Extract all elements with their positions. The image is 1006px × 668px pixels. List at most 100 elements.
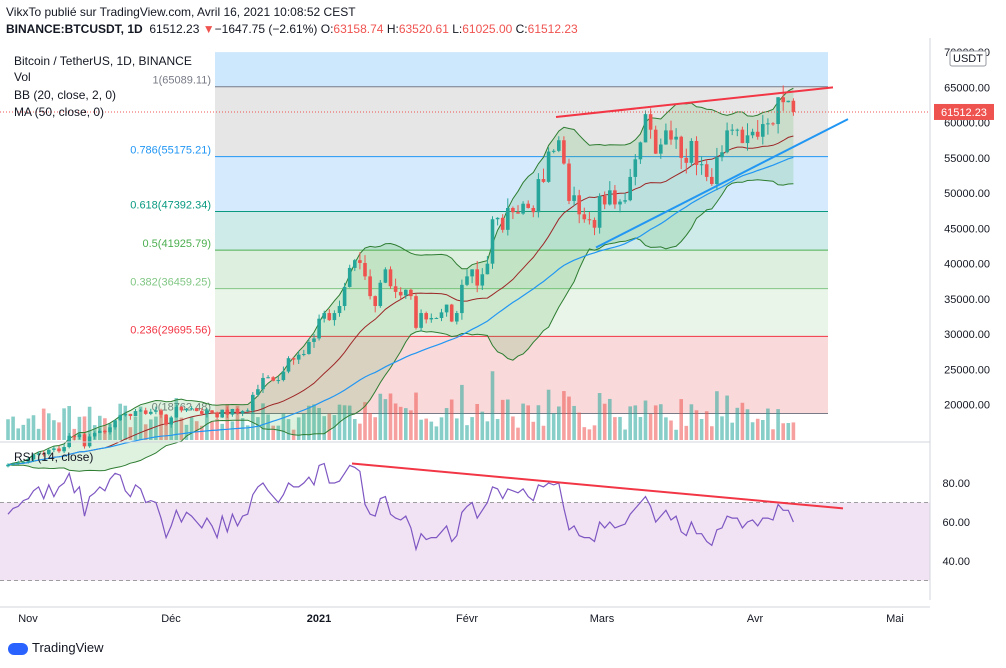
volume-bar — [704, 411, 709, 440]
candle-body — [398, 291, 403, 296]
volume-bar — [551, 413, 556, 440]
volume-bar — [633, 405, 638, 440]
rsi-divergence-line[interactable] — [351, 462, 844, 510]
candle — [669, 120, 673, 145]
candle-body — [337, 306, 342, 314]
price-change: −1647.75 (−2.61%) — [214, 22, 318, 36]
candle — [16, 460, 20, 465]
candle-body — [26, 459, 31, 462]
candle — [149, 408, 153, 416]
candle — [271, 376, 275, 382]
volume-bar — [745, 409, 750, 440]
fib-retracement[interactable]: 1(65089.11) 0.786(55175.21) 0.618(47392.34… — [130, 52, 828, 414]
high-value: 63520.61 — [398, 22, 449, 36]
volume-bar — [460, 384, 464, 440]
candle-body — [98, 430, 102, 433]
brand-name: TradingView — [32, 640, 104, 655]
candle — [414, 293, 418, 330]
candle — [154, 406, 158, 415]
volume-bar — [6, 419, 10, 440]
open-label: O: — [320, 22, 334, 36]
price-tick: 50000.00 — [944, 188, 990, 200]
candle-body — [618, 201, 622, 205]
candle-body — [791, 100, 796, 112]
candle-body — [638, 142, 643, 160]
candle — [526, 200, 530, 209]
candle-body — [317, 318, 321, 339]
volume-bar — [72, 428, 77, 440]
candle-body — [429, 317, 434, 320]
bb-fill — [8, 88, 794, 472]
tradingview-logo[interactable]: TradingView — [8, 640, 104, 655]
volume-bar — [597, 393, 602, 440]
volume-bar — [470, 417, 474, 440]
candle-body — [373, 296, 377, 306]
volume-bar — [776, 409, 780, 440]
rsi-pane — [0, 462, 930, 581]
volume-bar — [317, 407, 321, 440]
time-tick: Mai — [886, 613, 904, 625]
candle — [159, 408, 163, 418]
candle — [470, 269, 474, 284]
candle — [551, 149, 556, 154]
candle-body — [419, 313, 423, 328]
legend-title: Bitcoin / TetherUS, 1D, BINANCE — [14, 54, 192, 68]
candle — [602, 191, 607, 210]
support-trendline[interactable] — [595, 118, 849, 249]
time-tick: Avr — [747, 613, 764, 625]
volume-bar — [506, 399, 510, 440]
currency-badge[interactable]: USDT — [949, 50, 987, 67]
rsi-line — [7, 462, 794, 552]
candle — [347, 264, 352, 288]
volume-bar — [516, 427, 520, 440]
candle — [771, 122, 775, 126]
volume-bar — [536, 405, 541, 440]
candle-body — [490, 219, 495, 264]
candle-body — [77, 434, 82, 438]
candle — [449, 303, 454, 323]
candle — [164, 413, 168, 426]
candle — [138, 408, 143, 412]
candle-body — [495, 217, 500, 220]
candle-body — [271, 377, 275, 381]
volume-bars — [6, 371, 796, 440]
candle-body — [189, 408, 194, 410]
candle-body — [62, 447, 66, 452]
volume-bar — [669, 420, 673, 440]
candle-body — [154, 410, 158, 412]
candle — [755, 120, 760, 140]
candle-body — [623, 200, 627, 202]
candle-body — [628, 176, 632, 201]
candle — [210, 409, 214, 415]
volume-bar — [67, 406, 71, 440]
volume-bar — [327, 413, 332, 440]
time-tick: Févr — [456, 613, 478, 625]
candle — [388, 266, 393, 289]
candle — [302, 349, 306, 357]
volume-bar — [710, 426, 714, 440]
volume-bar — [786, 422, 791, 440]
candle — [41, 450, 46, 457]
candle-body — [613, 190, 617, 205]
candle-body — [210, 410, 214, 413]
volume-bar — [480, 411, 485, 440]
candle — [592, 217, 597, 236]
candle — [648, 108, 653, 139]
candle — [174, 404, 179, 418]
volume-bar — [220, 423, 224, 440]
resistance-trendline[interactable] — [555, 86, 834, 118]
candle — [766, 118, 770, 135]
candle-body — [169, 417, 173, 425]
fib-zone-0.786 — [215, 156, 828, 212]
candle-body — [52, 448, 56, 450]
volume-bar — [434, 426, 439, 440]
candle — [628, 168, 632, 202]
trend-lines[interactable] — [555, 86, 849, 249]
candle — [699, 156, 704, 175]
candle — [582, 207, 587, 223]
currency-badge-box — [949, 50, 987, 67]
candle-body — [358, 260, 362, 263]
candle — [200, 408, 204, 416]
candle — [480, 268, 485, 290]
